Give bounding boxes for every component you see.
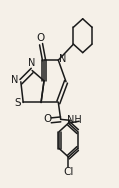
Text: N: N	[28, 58, 35, 68]
Text: NH: NH	[67, 115, 82, 125]
Text: Cl: Cl	[63, 167, 74, 177]
Text: N: N	[59, 54, 67, 64]
Text: N: N	[11, 75, 19, 85]
Text: O: O	[36, 33, 45, 43]
Text: O: O	[43, 114, 52, 124]
Text: S: S	[14, 98, 21, 108]
